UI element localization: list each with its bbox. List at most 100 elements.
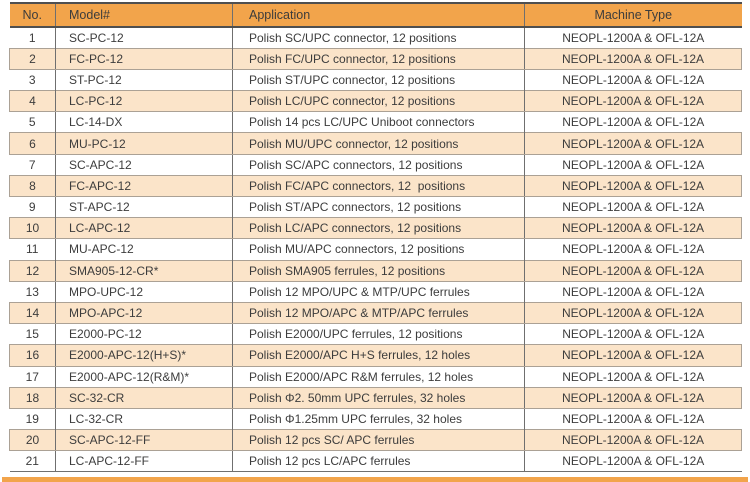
cell-machine: NEOPL-1200A & OFL-12A — [524, 154, 742, 176]
cell-model: FC-APC-12 — [55, 174, 233, 198]
cell-model: SC-32-CR — [55, 386, 233, 409]
cell-model: MPO-APC-12 — [55, 301, 233, 325]
table-row: 4 LC-PC-12 Polish LC/UPC connector, 12 pos… — [9, 90, 742, 113]
table-row: 19 LC-32-CR Polish Φ1.25mm UPC ferrules, 3… — [10, 408, 742, 430]
cell-model: SC-APC-12 — [55, 154, 233, 176]
cell-no: 13 — [25, 284, 39, 299]
cell-machine: NEOPL-1200A & OFL-12A — [524, 259, 742, 282]
cell-model: SMA905-12-CR* — [55, 259, 233, 282]
cell-machine: NEOPL-1200A & OFL-12A — [524, 450, 742, 472]
cell-application: Polish 12 MPO/APC & MTP/APC ferrules — [232, 301, 525, 325]
cell-no: 7 — [28, 157, 36, 172]
cell-application: Polish ST/APC connectors, 12 positions — [232, 196, 525, 218]
table-row: 14 MPO-APC-12 Polish 12 MPO/APC & MTP/APC … — [9, 301, 742, 325]
cell-no: 17 — [25, 369, 39, 384]
cell-machine: NEOPL-1200A & OFL-12A — [524, 69, 742, 91]
cell-model: LC-APC-12 — [55, 217, 233, 240]
cell-model: ST-APC-12 — [55, 196, 233, 218]
table-row: 16 E2000-APC-12(H+S)* Polish E2000/APC H+S… — [9, 344, 742, 367]
cell-model: MPO-UPC-12 — [55, 281, 233, 303]
cell-model: MU-APC-12 — [55, 238, 233, 261]
cell-application: Polish MU/APC connectors, 12 positions — [232, 238, 525, 261]
cell-application: Polish LC/APC connectors, 12 positions — [232, 217, 525, 240]
cell-model: E2000-APC-12(R&M)* — [55, 366, 233, 388]
cell-application: Polish MU/UPC connector, 12 positions — [232, 132, 525, 155]
cell-application: Polish 14 pcs LC/UPC Uniboot connectors — [232, 111, 525, 133]
table-row: 17 E2000-APC-12(R&M)* Polish E2000/APC R&M… — [10, 366, 742, 388]
table-row: 5 LC-14-DX Polish 14 pcs LC/UPC Uniboot co… — [10, 111, 742, 133]
cell-application: Polish 12 pcs SC/ APC ferrules — [232, 429, 525, 452]
cell-no: 21 — [25, 454, 39, 469]
cell-no: 16 — [9, 344, 56, 367]
cell-application: Polish FC/APC connectors, 12 positions — [232, 174, 525, 198]
table-row: 3 ST-PC-12 Polish ST/UPC connector, 12 pos… — [10, 69, 742, 91]
cell-machine: NEOPL-1200A & OFL-12A — [524, 111, 742, 133]
table-row: 6 MU-PC-12 Polish MU/UPC connector, 12 pos… — [9, 132, 742, 155]
cell-machine: NEOPL-1200A & OFL-12A — [524, 27, 742, 49]
cell-machine: NEOPL-1200A & OFL-12A — [524, 196, 742, 218]
column-header-machine-type: Machine Type — [524, 3, 742, 28]
table-row: 15 E2000-PC-12 Polish E2000/UPC ferrules, … — [10, 323, 742, 345]
cell-machine: NEOPL-1200A & OFL-12A — [524, 174, 742, 198]
cell-no: 15 — [25, 327, 39, 342]
table-row: 1 SC-PC-12 Polish SC/UPC connector, 12 pos… — [10, 27, 742, 49]
table-body: 1 SC-PC-12 Polish SC/UPC connector, 12 pos… — [9, 27, 742, 472]
cell-application: Polish ST/UPC connector, 12 positions — [232, 69, 525, 91]
cell-no: 2 — [9, 47, 56, 70]
cell-no: 3 — [28, 72, 36, 87]
cell-application: Polish SC/APC connectors, 12 positions — [232, 154, 525, 176]
cell-no: 12 — [9, 259, 56, 282]
cell-no: 6 — [9, 132, 56, 155]
cell-model: MU-PC-12 — [55, 132, 233, 155]
cell-machine: NEOPL-1200A & OFL-12A — [524, 132, 742, 155]
header-row: No. Model# Application Machine Type — [9, 3, 742, 28]
cell-no: 18 — [9, 386, 56, 409]
cell-machine: NEOPL-1200A & OFL-12A — [524, 323, 742, 345]
cell-application: Polish E2000/APC H+S ferrules, 12 holes — [232, 344, 525, 367]
cell-application: Polish E2000/APC R&M ferrules, 12 holes — [232, 366, 525, 388]
cell-application: Polish 12 pcs LC/APC ferrules — [232, 450, 525, 472]
cell-machine: NEOPL-1200A & OFL-12A — [524, 301, 742, 325]
table-row: 21 LC-APC-12-FF Polish 12 pcs LC/APC ferru… — [10, 450, 742, 472]
cell-application: Polish Φ2. 50mm UPC ferrules, 32 holes — [232, 386, 525, 409]
cell-application: Polish SMA905 ferrules, 12 positions — [232, 259, 525, 282]
cell-model: FC-PC-12 — [55, 47, 233, 70]
cell-model: E2000-PC-12 — [55, 323, 233, 345]
cell-machine: NEOPL-1200A & OFL-12A — [524, 408, 742, 430]
cell-machine: NEOPL-1200A & OFL-12A — [524, 217, 742, 240]
cell-application: Polish Φ1.25mm UPC ferrules, 32 holes — [232, 408, 525, 430]
cell-no: 1 — [28, 30, 36, 45]
cell-model: LC-PC-12 — [55, 90, 233, 113]
column-header-model: Model# — [55, 3, 233, 28]
cell-model: SC-PC-12 — [55, 27, 233, 49]
table-row: 7 SC-APC-12 Polish SC/APC connectors, 12 p… — [10, 154, 742, 176]
cell-model: LC-32-CR — [55, 408, 233, 430]
cell-model: LC-14-DX — [55, 111, 233, 133]
cell-machine: NEOPL-1200A & OFL-12A — [524, 386, 742, 409]
cell-application: Polish E2000/UPC ferrules, 12 positions — [232, 323, 525, 345]
cell-machine: NEOPL-1200A & OFL-12A — [524, 366, 742, 388]
cell-model: E2000-APC-12(H+S)* — [55, 344, 233, 367]
table-row: 18 SC-32-CR Polish Φ2. 50mm UPC ferrules, … — [9, 386, 742, 409]
column-header-application: Application — [232, 3, 525, 28]
cell-machine: NEOPL-1200A & OFL-12A — [524, 281, 742, 303]
cell-no: 5 — [28, 115, 36, 130]
table-header: No. Model# Application Machine Type — [9, 3, 742, 28]
cell-application: Polish 12 MPO/UPC & MTP/UPC ferrules — [232, 281, 525, 303]
bottom-accent-bar — [2, 477, 748, 482]
cell-machine: NEOPL-1200A & OFL-12A — [524, 90, 742, 113]
cell-no: 4 — [9, 90, 56, 113]
table-row: 2 FC-PC-12 Polish FC/UPC connector, 12 pos… — [9, 47, 742, 70]
cell-application: Polish FC/UPC connector, 12 positions — [232, 47, 525, 70]
cell-machine: NEOPL-1200A & OFL-12A — [524, 47, 742, 70]
cell-no: 11 — [26, 242, 39, 257]
cell-machine: NEOPL-1200A & OFL-12A — [524, 429, 742, 452]
cell-no: 8 — [9, 174, 56, 198]
table-row: 8 FC-APC-12 Polish FC/APC connectors, 12 p… — [9, 174, 742, 198]
cell-no: 19 — [25, 411, 39, 426]
cell-no: 10 — [9, 217, 56, 240]
column-header-no: No. — [9, 3, 56, 28]
cell-model: LC-APC-12-FF — [55, 450, 233, 472]
cell-machine: NEOPL-1200A & OFL-12A — [524, 238, 742, 261]
cell-application: Polish LC/UPC connector, 12 positions — [232, 90, 525, 113]
